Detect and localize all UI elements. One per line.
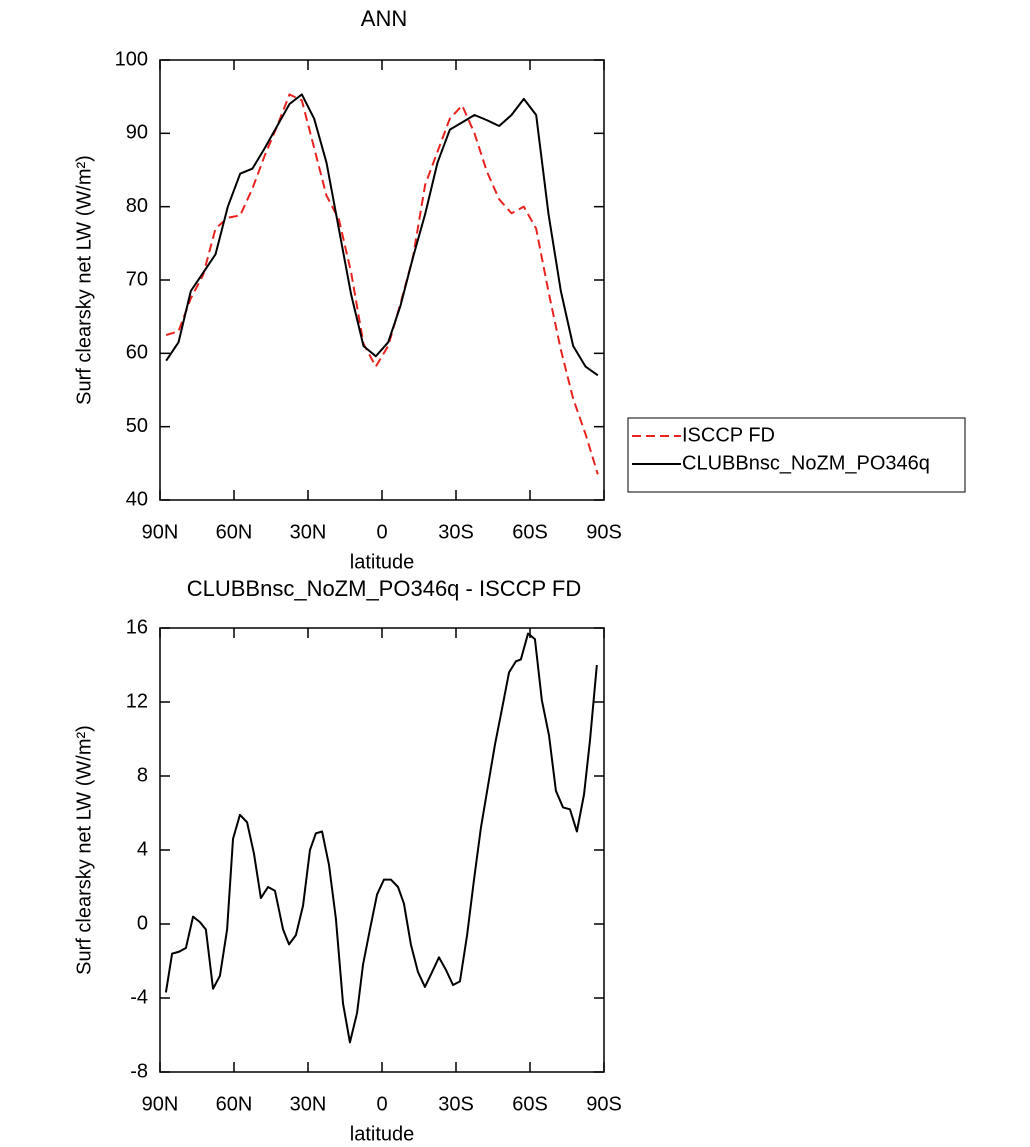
data-line — [165, 93, 599, 475]
y-tick-label: -8 — [130, 1060, 148, 1082]
x-axis-label: latitude — [350, 551, 415, 573]
legend-label: ISCCP FD — [682, 424, 775, 446]
x-tick-label: 30S — [438, 521, 474, 543]
y-tick-label: 12 — [126, 690, 148, 712]
plot-frame — [159, 627, 605, 1073]
y-axis-label: Surf clearsky net LW (W/m²) — [73, 155, 95, 405]
x-tick-label: 30S — [438, 1093, 474, 1115]
chart-title: CLUBBnsc_NoZM_PO346q - ISCCP FD — [187, 576, 582, 601]
x-tick-label: 90N — [142, 1093, 179, 1115]
y-tick-label: -4 — [130, 986, 148, 1008]
data-line — [165, 93, 599, 377]
y-tick-label: 60 — [126, 342, 148, 364]
y-tick-label: 4 — [137, 838, 148, 860]
x-tick-label: 0 — [376, 1093, 387, 1115]
legend-box — [627, 417, 966, 493]
y-tick-label: 0 — [137, 912, 148, 934]
x-axis-label: latitude — [350, 1123, 415, 1145]
y-tick-label: 100 — [115, 48, 148, 70]
y-tick-label: 90 — [126, 122, 148, 144]
y-tick-label: 70 — [126, 268, 148, 290]
x-tick-label: 90S — [586, 1093, 622, 1115]
data-line — [164, 632, 598, 1044]
y-tick-label: 50 — [126, 415, 148, 437]
legend-label: CLUBBnsc_NoZM_PO346q — [682, 452, 930, 474]
x-tick-label: 60N — [216, 521, 253, 543]
x-tick-label: 0 — [376, 521, 387, 543]
x-tick-label: 60S — [512, 521, 548, 543]
y-axis-label: Surf clearsky net LW (W/m²) — [73, 725, 95, 975]
y-tick-label: 40 — [126, 488, 148, 510]
x-tick-label: 30N — [290, 521, 327, 543]
x-tick-label: 60N — [216, 1093, 253, 1115]
x-tick-label: 60S — [512, 1093, 548, 1115]
x-tick-label: 90N — [142, 521, 179, 543]
y-tick-label: 80 — [126, 195, 148, 217]
y-tick-label: 16 — [126, 616, 148, 638]
y-tick-label: 8 — [137, 764, 148, 786]
chart-title: ANN — [361, 6, 407, 31]
x-tick-label: 90S — [586, 521, 622, 543]
x-tick-label: 30N — [290, 1093, 327, 1115]
